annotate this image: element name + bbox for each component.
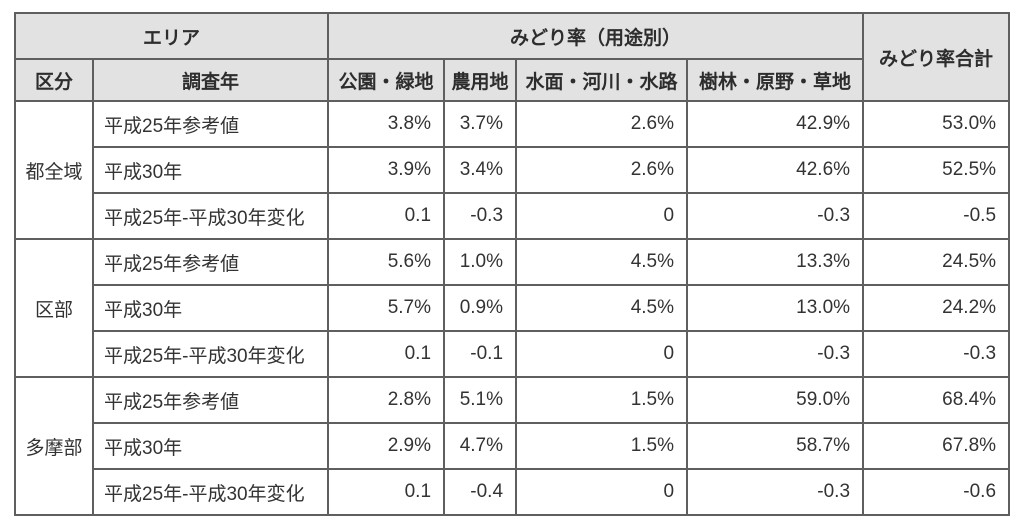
value-cell: 2.9% [327, 422, 446, 470]
value-cell: 1.5% [515, 422, 689, 470]
value-cell: 0.9% [443, 284, 518, 332]
value-cell: 1.5% [515, 376, 689, 424]
year-label: 平成25年参考値 [91, 100, 330, 148]
green-rate-table: エリア みどり率（用途別） みどり率合計 区分 調査年 公園・緑地 農用地 水面… [13, 12, 1011, 516]
value-cell: 2.6% [515, 146, 689, 194]
value-cell: 0.1 [327, 330, 446, 378]
value-cell: -0.5 [862, 192, 1011, 240]
table-row: 平成25年-平成30年変化 0.1 -0.3 0 -0.3 -0.5 [15, 192, 1011, 240]
value-cell: 3.8% [327, 100, 446, 148]
header-total: みどり率合計 [862, 12, 1011, 102]
header-row-2: 区分 調査年 公園・緑地 農用地 水面・河川・水路 樹林・原野・草地 [14, 58, 1009, 102]
table-row: 区部 平成25年参考値 5.6% 1.0% 4.5% 13.3% 24.5% [14, 238, 1011, 378]
value-cell: 42.6% [686, 146, 865, 194]
value-cell: 53.0% [862, 100, 1011, 148]
value-cell: 2.8% [327, 376, 446, 424]
value-cell: 5.7% [327, 284, 446, 332]
value-cell: -0.3 [686, 468, 865, 516]
value-cell: 13.0% [686, 284, 865, 332]
value-cell: 58.7% [686, 422, 865, 470]
value-cell: 59.0% [686, 376, 865, 424]
value-cell: 52.5% [862, 146, 1011, 194]
year-label: 平成25年-平成30年変化 [91, 468, 330, 516]
value-cell: 3.4% [443, 146, 518, 194]
table-row: 平成25年-平成30年変化 0.1 -0.4 0 -0.3 -0.6 [15, 468, 1011, 516]
header-col-water: 水面・河川・水路 [515, 58, 689, 102]
header-col-farm: 農用地 [443, 58, 518, 102]
header-area: エリア [13, 12, 330, 60]
value-cell: 5.6% [327, 238, 446, 286]
value-cell: 3.7% [443, 100, 518, 148]
value-cell: 0 [515, 468, 689, 516]
year-label: 平成30年 [91, 284, 330, 332]
value-cell: 24.2% [862, 284, 1011, 332]
year-label: 平成30年 [91, 422, 330, 470]
value-cell: 68.4% [862, 376, 1011, 424]
year-label: 平成25年-平成30年変化 [91, 192, 330, 240]
value-cell: 5.1% [443, 376, 518, 424]
header-survey-year: 調査年 [91, 58, 330, 102]
table-row: 多摩部 平成25年参考値 2.8% 5.1% 1.5% 59.0% 68.4% [14, 376, 1011, 516]
value-cell: 42.9% [686, 100, 865, 148]
year-label: 平成30年 [91, 146, 330, 194]
value-cell: 0 [515, 330, 689, 378]
area-cell-kubu: 区部 [14, 238, 94, 378]
year-label: 平成25年参考値 [91, 238, 330, 286]
area-cell-tamabu: 多摩部 [14, 376, 94, 516]
value-cell: -0.6 [862, 468, 1011, 516]
value-cell: 0.1 [327, 468, 446, 516]
header-row-1: エリア みどり率（用途別） みどり率合計 [13, 12, 1011, 102]
value-cell: 3.9% [327, 146, 446, 194]
value-cell: 0 [515, 192, 689, 240]
value-cell: 4.5% [515, 238, 689, 286]
value-cell: 24.5% [862, 238, 1011, 286]
table-row: 平成30年 2.9% 4.7% 1.5% 58.7% 67.8% [15, 422, 1011, 470]
table-row: 都全域 平成25年参考値 3.8% 3.7% 2.6% 42.9% 53.0% [14, 100, 1011, 240]
value-cell: 1.0% [443, 238, 518, 286]
value-cell: 0.1 [327, 192, 446, 240]
header-col-park: 公園・緑地 [327, 58, 446, 102]
value-cell: 67.8% [862, 422, 1011, 470]
year-label: 平成25年-平成30年変化 [91, 330, 330, 378]
year-label: 平成25年参考値 [91, 376, 330, 424]
header-usage-title: みどり率（用途別） [327, 12, 865, 60]
value-cell: 2.6% [515, 100, 689, 148]
value-cell: 13.3% [686, 238, 865, 286]
table-row: 平成25年-平成30年変化 0.1 -0.1 0 -0.3 -0.3 [15, 330, 1011, 378]
value-cell: -0.3 [686, 330, 865, 378]
table-row: 平成30年 3.9% 3.4% 2.6% 42.6% 52.5% [15, 146, 1011, 194]
value-cell: -0.3 [686, 192, 865, 240]
value-cell: 4.7% [443, 422, 518, 470]
value-cell: -0.1 [443, 330, 518, 378]
header-kubun: 区分 [14, 58, 94, 102]
value-cell: -0.3 [862, 330, 1011, 378]
table-row: 平成30年 5.7% 0.9% 4.5% 13.0% 24.2% [15, 284, 1011, 332]
value-cell: -0.3 [443, 192, 518, 240]
area-cell-tozeniki: 都全域 [14, 100, 94, 240]
header-col-forest: 樹林・原野・草地 [686, 58, 865, 102]
value-cell: -0.4 [443, 468, 518, 516]
value-cell: 4.5% [515, 284, 689, 332]
